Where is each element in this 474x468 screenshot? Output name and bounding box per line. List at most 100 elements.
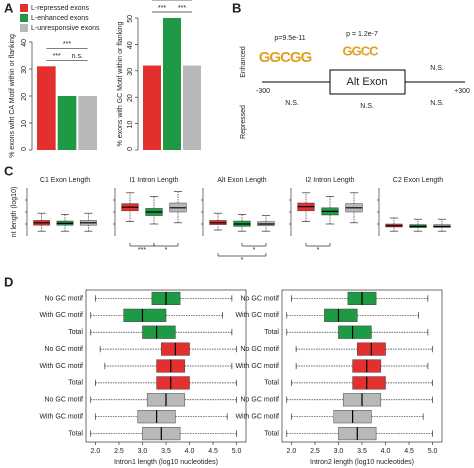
- legend-label: L-unresponsive exons: [31, 25, 100, 32]
- y-tick-label: 10: [21, 120, 28, 128]
- x-tick-label: 2.0: [287, 448, 297, 455]
- x-tick-label: 3.0: [334, 448, 344, 455]
- y-tick-label: 20: [127, 94, 134, 102]
- legend-label: L-repressed exons: [31, 5, 89, 12]
- row-label: Total: [68, 430, 83, 437]
- x-tick-label: 2.5: [114, 448, 124, 455]
- x-tick-label: 5.0: [232, 448, 242, 455]
- x-axis-label: Intron1 length (log10 nucleotides): [114, 459, 218, 466]
- sig-label: n.s.: [72, 53, 83, 60]
- row-label: Total: [68, 329, 83, 336]
- x-tick-label: 2.5: [310, 448, 320, 455]
- exon-label: Alt Exon: [347, 76, 388, 88]
- row-label: With GC motif: [235, 363, 279, 370]
- sig-label: ***: [53, 53, 61, 60]
- row-label: No GC motif: [44, 295, 83, 302]
- p-value: p=9.5e-11: [274, 35, 305, 42]
- panel-title: C2 Exon Length: [393, 177, 443, 184]
- row-label: With GC motif: [39, 312, 83, 319]
- x-tick-label: 3.0: [138, 448, 148, 455]
- motif-logo: GGCGG: [259, 49, 312, 66]
- y-tick-label: 40: [21, 39, 28, 47]
- sig-label: ***: [63, 41, 71, 48]
- legend-label: L-enhanced exons: [31, 15, 89, 22]
- ns-label: N.S.: [285, 100, 299, 107]
- box: [338, 325, 372, 339]
- row-label: No GC motif: [240, 295, 279, 302]
- row-label: No GC motif: [44, 397, 83, 404]
- ns-label: N.S.: [430, 100, 444, 107]
- sig-label: *: [317, 247, 320, 254]
- x-tick-label: 5.0: [428, 448, 438, 455]
- motif-logo: GGCC: [343, 43, 380, 58]
- legend-swatch: [20, 4, 28, 12]
- y-axis-label: % exons with GC Motif within or flanking: [117, 21, 124, 146]
- panel-title: Alt Exon Length: [217, 177, 267, 184]
- panel-title: I1 Intron Length: [129, 177, 178, 184]
- y-tick-label: 0: [127, 147, 134, 151]
- row-label: Total: [68, 380, 83, 387]
- panel-title: C1 Exon Length: [40, 177, 90, 184]
- y-axis-label: % exons wiht CA Motif within or flanking: [9, 34, 16, 158]
- row-label: No GC motif: [240, 397, 279, 404]
- row-label: With GC motif: [235, 312, 279, 319]
- diagram-label: Enhanced: [240, 46, 247, 78]
- y-tick-label: 40: [127, 41, 134, 49]
- y-tick-label: 30: [21, 66, 28, 74]
- position-label: +300: [454, 88, 470, 95]
- bar: [78, 96, 97, 150]
- row-label: Total: [264, 329, 279, 336]
- exon-box: [329, 69, 406, 95]
- row-label: With GC motif: [39, 363, 83, 370]
- x-tick-label: 4.5: [404, 448, 414, 455]
- bar: [57, 96, 77, 150]
- y-tick-label: 0: [21, 147, 28, 151]
- panel-label: C: [4, 163, 14, 178]
- box: [352, 376, 386, 390]
- row-label: With GC motif: [39, 414, 83, 421]
- panel-title: I2 Intron Length: [305, 177, 354, 184]
- row-label: Total: [264, 380, 279, 387]
- x-tick-label: 4.5: [208, 448, 218, 455]
- sig-label: *: [253, 247, 256, 254]
- bar: [163, 18, 181, 150]
- sig-label: ***: [138, 247, 146, 254]
- box: [142, 325, 176, 339]
- x-axis-label: Intron2 length (log10 nucleotides): [310, 459, 414, 466]
- position-label: -300: [256, 88, 270, 95]
- legend-swatch: [20, 24, 28, 32]
- sig-label: *: [165, 247, 168, 254]
- p-value: p = 1.2e-7: [346, 31, 378, 38]
- y-tick-label: 10: [127, 121, 134, 129]
- x-tick-label: 3.5: [161, 448, 171, 455]
- sig-label: ***: [158, 5, 166, 12]
- panel-label: D: [4, 274, 13, 289]
- sig-label: *: [241, 257, 244, 264]
- row-label: Total: [264, 430, 279, 437]
- legend-swatch: [20, 14, 28, 22]
- x-tick-label: 4.0: [381, 448, 391, 455]
- sig-label: ***: [178, 5, 186, 12]
- x-tick-label: 4.0: [185, 448, 195, 455]
- box: [324, 308, 358, 322]
- x-tick-label: 3.5: [357, 448, 367, 455]
- row-label: With GC motif: [235, 414, 279, 421]
- x-tick-label: 2.0: [91, 448, 101, 455]
- box: [156, 376, 190, 390]
- y-tick-label: 30: [127, 68, 134, 76]
- row-label: No GC motif: [44, 346, 83, 353]
- bar: [37, 66, 56, 150]
- panel-label: B: [232, 0, 241, 15]
- y-axis-label: nt length (log10): [11, 187, 18, 238]
- bar: [183, 65, 201, 150]
- box: [123, 308, 167, 322]
- row-label: No GC motif: [240, 346, 279, 353]
- diagram-label: Repressed: [240, 105, 247, 139]
- bar: [143, 65, 161, 150]
- y-tick-label: 20: [21, 93, 28, 101]
- ns-label: N.S.: [360, 103, 374, 110]
- ns-label: N.S.: [430, 65, 444, 72]
- panel-label: A: [4, 0, 14, 15]
